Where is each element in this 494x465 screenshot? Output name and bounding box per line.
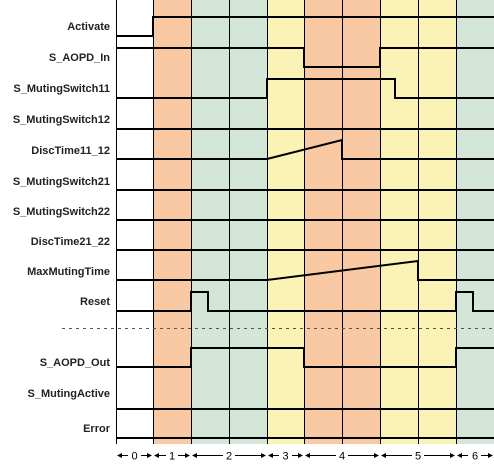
signal-label-s-mutingswitch22: S_MutingSwitch22	[13, 206, 110, 218]
signal-label-reset: Reset	[80, 296, 110, 308]
time-grid	[116, 0, 457, 444]
waveform-s-aopd-in	[116, 47, 494, 68]
signal-label-s-mutingswitch21: S_MutingSwitch21	[13, 176, 110, 188]
waveform-reset	[116, 291, 494, 312]
phase-band-0	[116, 0, 153, 444]
arrowhead-right-icon	[374, 453, 379, 458]
signal-label-s-mutingswitch12: S_MutingSwitch12	[13, 114, 110, 126]
signal-label-s-mutingswitch11: S_MutingSwitch11	[13, 83, 110, 95]
signal-labels: Activate S_AOPD_In S_MutingSwitch11 S_Mu…	[13, 21, 111, 435]
arrowhead-left-icon	[381, 453, 386, 458]
phase-band-1	[153, 0, 191, 444]
phase-band-3	[267, 0, 304, 444]
arrowhead-right-icon	[298, 453, 303, 458]
signal-label-disctime21-22: DiscTime21_22	[31, 236, 110, 248]
phase-label-1: 1	[169, 451, 175, 463]
arrowhead-right-icon	[147, 453, 152, 458]
signal-label-maxmutingtime: MaxMutingTime	[27, 266, 110, 278]
waveform-s-aopd-out	[116, 347, 494, 368]
arrowhead-right-icon	[450, 453, 455, 458]
phase-label-5: 5	[415, 451, 421, 463]
signal-label-s-aopd-in: S_AOPD_In	[49, 52, 110, 64]
phase-axis: 0 1 2 3 4 5 6	[117, 451, 493, 463]
waveform-activate	[116, 16, 494, 37]
arrowhead-left-icon	[305, 453, 310, 458]
arrowhead-right-icon	[185, 453, 190, 458]
phase-label-2: 2	[226, 451, 232, 463]
waveforms	[116, 16, 494, 439]
arrowhead-left-icon	[117, 453, 122, 458]
waveform-disctime11-12	[116, 138, 494, 160]
phase-label-6: 6	[472, 451, 478, 463]
signal-label-error: Error	[83, 423, 111, 435]
arrowhead-left-icon	[192, 453, 197, 458]
arrowhead-left-icon	[457, 453, 462, 458]
arrowhead-left-icon	[154, 453, 159, 458]
phase-label-0: 0	[131, 451, 137, 463]
arrowhead-right-icon	[488, 453, 493, 458]
signal-label-s-aopd-out: S_AOPD_Out	[40, 357, 111, 369]
arrowhead-right-icon	[261, 453, 266, 458]
signal-label-disctime11-12: DiscTime11_12	[31, 145, 110, 157]
phase-arrowheads	[117, 453, 493, 458]
waveform-s-mutingswitch11	[116, 78, 494, 99]
signal-label-activate: Activate	[67, 21, 110, 33]
phase-label-3: 3	[282, 451, 288, 463]
arrowhead-left-icon	[268, 453, 273, 458]
signal-label-s-mutingactive: S_MutingActive	[27, 388, 110, 400]
waveform-maxmutingtime	[116, 259, 494, 281]
phase-label-4: 4	[339, 451, 345, 463]
phase-band-6	[456, 0, 494, 444]
